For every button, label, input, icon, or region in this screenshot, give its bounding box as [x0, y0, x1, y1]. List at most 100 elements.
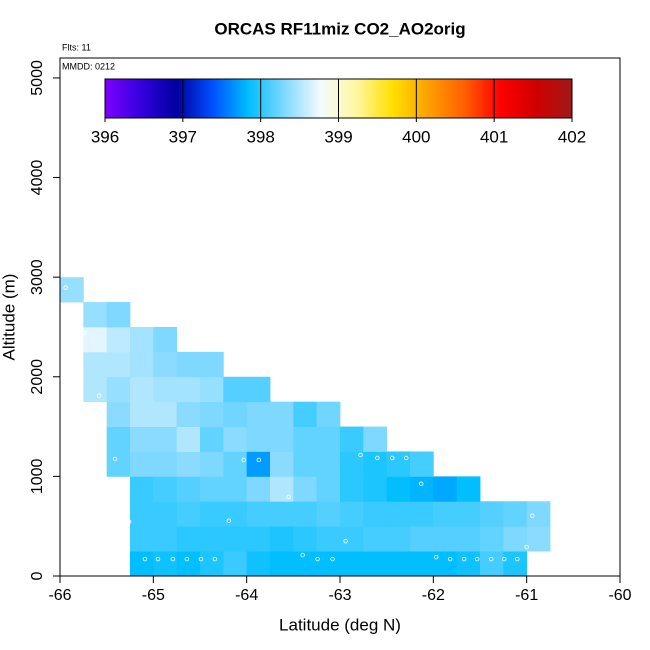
- cell: [223, 401, 248, 427]
- cell: [503, 501, 528, 527]
- flight-point: [126, 519, 132, 524]
- cell: [433, 551, 458, 577]
- flight-point: [212, 556, 218, 562]
- flight-point: [515, 556, 520, 562]
- annotation: MMDD: 0212: [62, 61, 115, 71]
- cell: [456, 476, 481, 502]
- x-axis-label: Latitude (deg N): [279, 615, 401, 634]
- cell: [316, 526, 341, 552]
- cell: [316, 501, 341, 527]
- cell: [386, 551, 411, 577]
- flight-point: [170, 556, 176, 562]
- x-tick-label: -61: [515, 587, 538, 604]
- cell: [386, 476, 411, 502]
- cell: [176, 401, 201, 427]
- cell: [153, 476, 178, 502]
- cell: [526, 526, 551, 552]
- cell: [130, 326, 154, 353]
- cell: [223, 551, 248, 577]
- cell: [480, 526, 504, 552]
- cell: [106, 401, 131, 427]
- cell: [246, 376, 271, 403]
- cell: [106, 302, 131, 328]
- cell: [200, 501, 224, 527]
- cell: [503, 526, 528, 552]
- flight-point: [184, 556, 190, 562]
- chart-title: ORCAS RF11miz CO2_AO2orig: [214, 19, 465, 38]
- flight-point: [155, 556, 161, 562]
- cell: [410, 526, 434, 552]
- flight-point: [433, 554, 439, 560]
- cell: [363, 551, 388, 577]
- cell: [340, 526, 364, 552]
- cell: [246, 426, 271, 452]
- flight-point: [502, 556, 507, 562]
- cell: [433, 476, 458, 502]
- cell: [293, 501, 318, 527]
- cell: [293, 551, 318, 577]
- cell: [153, 551, 178, 577]
- cell: [316, 451, 341, 477]
- colorbar-tick-label: 396: [91, 127, 119, 146]
- y-tick-label: 5000: [29, 60, 46, 96]
- cell: [410, 551, 434, 577]
- cell: [83, 302, 108, 328]
- colorbar-tick-label: 402: [558, 127, 586, 146]
- cell: [83, 376, 108, 403]
- cell: [270, 426, 294, 452]
- axes: -66 -65 -64 -63 -62 -61 -60 0 1000 2000 3000 4000 50…: [29, 60, 631, 604]
- cell: [503, 551, 528, 577]
- flight-point: [375, 455, 380, 461]
- cell: [153, 376, 178, 403]
- cell: [340, 476, 364, 502]
- cell: [200, 376, 224, 403]
- flight-point: [330, 556, 335, 562]
- x-tick-label: -63: [328, 587, 351, 604]
- cell: [316, 401, 341, 427]
- x-tick-label: -66: [48, 587, 71, 604]
- flight-point: [530, 513, 535, 518]
- cell: [153, 451, 178, 477]
- cell: [270, 551, 294, 577]
- cell: [456, 551, 481, 577]
- cell: [456, 501, 481, 527]
- cell: [410, 451, 434, 477]
- cell: [106, 426, 131, 452]
- cell: [176, 451, 201, 477]
- cell: [130, 426, 154, 452]
- flight-point: [112, 456, 118, 462]
- colorbar-tick-label: 398: [246, 127, 274, 146]
- cell: [316, 426, 341, 452]
- cell: [130, 501, 154, 527]
- flight-point: [447, 556, 453, 562]
- flight-point: [358, 452, 363, 458]
- cell: [106, 351, 131, 378]
- cell: [316, 551, 341, 577]
- cell: [410, 476, 434, 502]
- cell: [200, 426, 224, 452]
- cell: [246, 451, 271, 477]
- y-tick-label: 1000: [29, 458, 46, 494]
- flight-point: [343, 538, 348, 544]
- cell: [223, 376, 248, 403]
- cell: [60, 277, 84, 303]
- cell: [223, 501, 248, 527]
- cell: [130, 526, 154, 552]
- cell: [246, 401, 271, 427]
- cell: [386, 526, 411, 552]
- flight-point: [256, 457, 261, 463]
- cell: [176, 376, 201, 403]
- cell: [130, 401, 154, 427]
- cell: [106, 451, 131, 477]
- plot-frame: [59, 57, 621, 577]
- cell: [293, 401, 318, 427]
- cell: [340, 551, 364, 577]
- cell: [130, 451, 154, 477]
- cell: [246, 476, 271, 502]
- cell: [433, 501, 458, 527]
- y-tick-label: 3000: [29, 259, 46, 295]
- x-tick-label: -62: [422, 587, 445, 604]
- cell: [410, 501, 434, 527]
- cell: [130, 376, 154, 403]
- cell: [130, 351, 154, 378]
